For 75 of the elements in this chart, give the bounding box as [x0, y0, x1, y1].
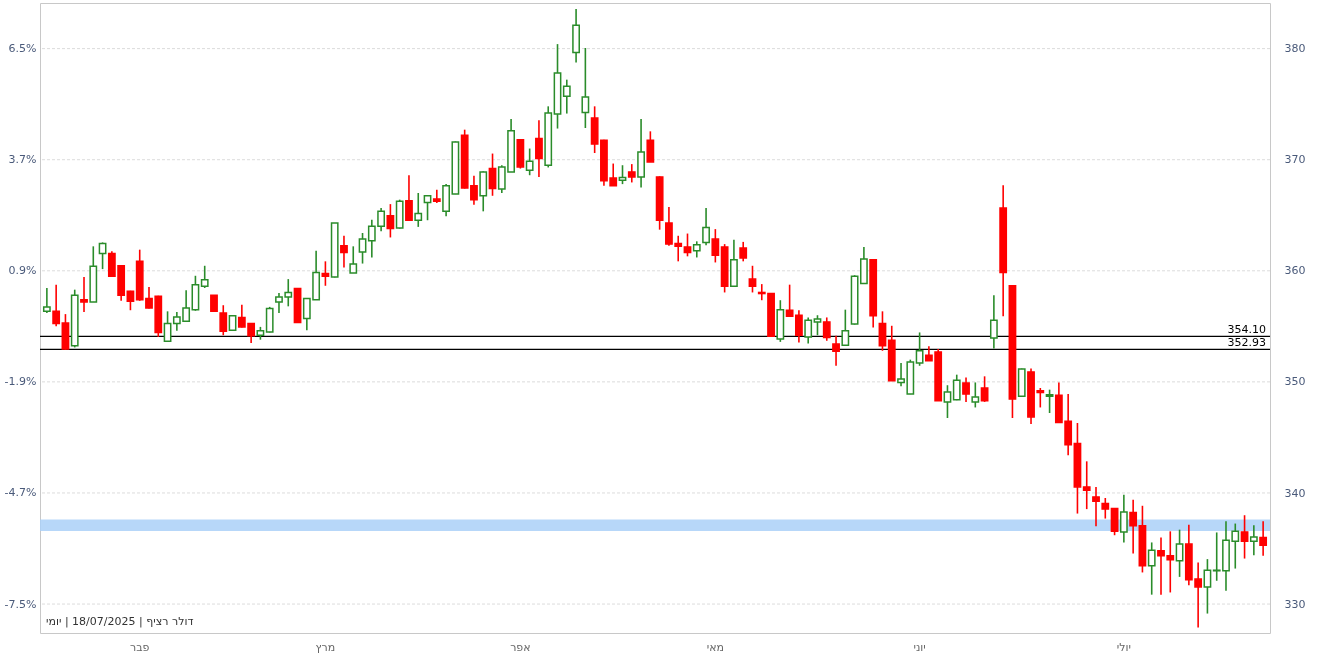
candlestick: [832, 334, 840, 367]
x-tick-label: מאי: [706, 640, 724, 654]
candlestick: [971, 381, 980, 409]
candlestick: [1147, 541, 1156, 596]
y-tick-label: -7.5%: [4, 597, 37, 611]
y2-tick-label: 340: [1284, 486, 1306, 500]
candlestick: [702, 207, 710, 247]
candlestick: [739, 241, 748, 263]
y-tick-label: -1.9%: [4, 375, 37, 389]
candlestick: [980, 375, 989, 403]
candlestick: [711, 228, 720, 264]
candlestick: [646, 130, 655, 163]
candlestick: [1092, 486, 1100, 528]
x-tick-label: מרץ: [315, 640, 336, 654]
candlestick: [423, 194, 432, 222]
candlestick: [479, 170, 488, 213]
candlestick: [535, 119, 543, 178]
candlestick: [358, 232, 367, 265]
y-tick-label: -4.7%: [4, 486, 37, 500]
candlestick: [405, 174, 413, 222]
ref-line-label: 354.10: [1227, 323, 1266, 337]
candlestick: [1240, 514, 1249, 560]
y2-tick-label: 360: [1284, 264, 1306, 278]
candlestick: [340, 234, 348, 269]
candlestick: [1203, 558, 1212, 615]
candlestick: [1259, 520, 1268, 557]
candlestick: [618, 164, 627, 185]
y2-tick-label: 370: [1284, 153, 1306, 167]
candlestick: [163, 310, 172, 343]
candlestick: [1119, 493, 1128, 544]
candlestick: [265, 306, 274, 334]
candlestick: [1045, 388, 1054, 414]
candlestick: [943, 384, 952, 419]
y2-tick-label: 350: [1284, 375, 1306, 389]
candlestick: [878, 310, 887, 352]
annotation: דולר רציף | 18/07/2025 | יומי: [46, 615, 194, 628]
candlestick: [42, 287, 51, 314]
candlestick: [52, 283, 61, 328]
candlestick: [989, 294, 998, 350]
candlestick: [321, 260, 330, 287]
candlestick: [562, 78, 571, 115]
x-tick-label: יוני: [913, 640, 926, 654]
ref-line-label: 352.93: [1227, 336, 1266, 350]
candlestick: [1101, 497, 1110, 520]
candlestick: [1249, 524, 1258, 557]
candlestick: [952, 373, 961, 402]
candlestick: [1129, 498, 1138, 555]
candlestick: [841, 308, 850, 347]
candlestick: [525, 147, 534, 177]
candlestick: [748, 264, 757, 294]
candlestick: [1110, 507, 1119, 537]
y2-tick-label: 380: [1284, 42, 1306, 56]
candlestick: [813, 314, 822, 337]
y-tick-label: 6.5%: [8, 42, 37, 56]
candlestick: [915, 331, 924, 367]
candlestick: [804, 316, 813, 345]
candlestick: [1082, 460, 1091, 510]
candlestick: [1175, 528, 1184, 578]
x-tick-label: יולי: [1116, 640, 1131, 654]
y-tick-label: 3.7%: [8, 153, 37, 167]
candlestick: [962, 376, 970, 403]
x-tick-label: פבר: [129, 640, 150, 654]
candlestick: [349, 245, 358, 274]
candlestick: [627, 163, 636, 184]
y2-tick-label: 330: [1284, 597, 1306, 611]
x-tick-label: אפר: [510, 640, 531, 654]
candlestick: [683, 232, 692, 258]
candlestick: [822, 316, 831, 342]
candlestick: [219, 304, 228, 337]
candlestick: [581, 47, 590, 129]
y-tick-label: 0.9%: [8, 264, 37, 278]
candlestick: [414, 192, 423, 228]
candlestick: [386, 203, 395, 239]
candlestick: [80, 276, 88, 313]
candlestick: [200, 264, 209, 289]
